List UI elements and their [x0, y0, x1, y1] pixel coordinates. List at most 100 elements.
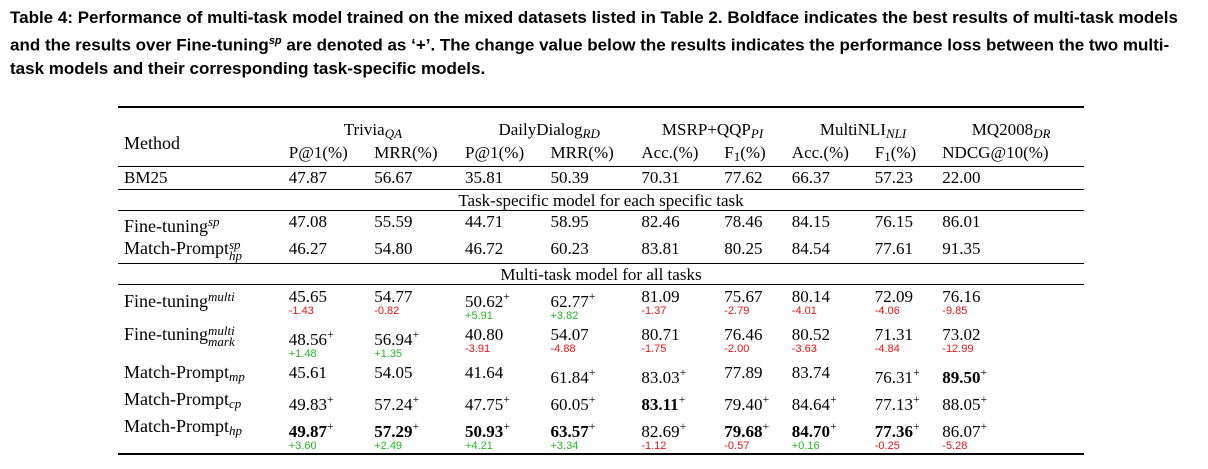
cell-value: 81.09: [641, 287, 680, 306]
table-cell: 54.77 -0.82: [370, 284, 462, 323]
table-cell: 58.95: [546, 210, 638, 238]
table-cell: 80.71 -1.75: [637, 323, 720, 361]
method-header: Method: [118, 106, 285, 167]
table-cell: 66.37: [787, 166, 871, 190]
table-cell: 84.15: [787, 210, 871, 238]
plus-mark: +: [980, 419, 988, 433]
header-row-groups: Method TriviaQA DailyDialogRD MSRP+QQPPI…: [118, 106, 1084, 167]
table-cell: 91.35: [942, 239, 981, 258]
cell-value: 48.56: [288, 330, 327, 349]
table-cell: 50.62+ +5.91: [461, 284, 547, 323]
delta-value: -4.06: [874, 305, 900, 317]
table-row: Fine-tuningsp 47.08 55.59 44.71 58.95 82.46 78…: [118, 210, 1084, 238]
table-cell: 57.23: [870, 166, 939, 190]
specific-rows: Fine-tuningsp 47.08 55.59 44.71 58.95 82.46 78…: [118, 210, 1084, 264]
cell-value: 83.74: [791, 363, 831, 382]
table-cell: 77.62: [720, 166, 788, 190]
cell-value: 61.84: [550, 368, 589, 387]
table-cell: 57.24+: [370, 388, 461, 415]
cell-value: 80.14: [791, 287, 831, 306]
group-mq2008: MQ2008DR: [938, 106, 1084, 143]
cell-value: 77.13: [874, 395, 913, 414]
delta-value: -5.28: [942, 440, 968, 452]
table-cell: 57.29+ +2.49: [370, 415, 462, 455]
plus-mark: +: [503, 392, 511, 406]
delta-value: -1.75: [641, 343, 667, 355]
method-name: Fine-tuning: [124, 324, 208, 344]
delta-value: -4.88: [550, 343, 576, 355]
delta-value: +0.16: [791, 440, 820, 452]
cell-value: 54.05: [374, 363, 413, 382]
table-cell: 84.64+: [788, 388, 871, 415]
table-cell: 76.46 -2.00: [720, 323, 788, 361]
table-cell: 86.07+ -5.28: [938, 415, 1084, 455]
delta-value: -9.85: [942, 305, 968, 317]
cell-value: 72.09: [874, 287, 913, 306]
delta-value: -1.12: [641, 440, 667, 452]
cell-value: 80.52: [791, 325, 831, 344]
plus-mark: +: [762, 419, 770, 433]
delta-value: -2.00: [724, 343, 750, 355]
method-name: Fine-tuning: [124, 216, 208, 236]
plus-mark: +: [588, 365, 596, 379]
table-cell: 61.84+: [547, 361, 638, 388]
cell-value: 83.03: [641, 368, 680, 387]
table-cell: 44.71: [461, 210, 547, 238]
cell-value: 89.50: [942, 368, 981, 387]
delta-value: -2.79: [724, 305, 750, 317]
table-cell: 49.83+: [285, 388, 370, 415]
table-cell: 76.15: [870, 210, 939, 238]
cell-value: 79.68: [724, 422, 763, 441]
table-cell: 80.25: [724, 239, 763, 258]
group-triviaqa: TriviaQA: [284, 106, 462, 143]
cell-value: 77.89: [724, 363, 763, 382]
delta-value: +2.49: [374, 440, 403, 452]
caption-part2: are denoted as ‘+’. The change value bel…: [10, 35, 1170, 78]
cell-value: 83.11: [641, 395, 679, 414]
table-cell: 35.81: [461, 166, 547, 190]
cell-value: 84.64: [791, 395, 831, 414]
table-cell: 80.14 -4.01: [787, 284, 871, 323]
delta-value: -0.57: [724, 440, 750, 452]
cell-value: 73.02: [942, 325, 981, 344]
plus-mark: +: [679, 365, 687, 379]
cell-value: 45.65: [288, 287, 327, 306]
cell-value: 49.83: [288, 395, 327, 414]
row-label: Fine-tuningmulti mark: [118, 323, 285, 361]
metric-header: P@1(%): [288, 143, 348, 162]
cell-value: 80.71: [641, 325, 680, 344]
table-cell: 46.27: [288, 239, 327, 258]
cell-value: 60.05: [550, 395, 589, 414]
cell-value: 57.29: [374, 422, 413, 441]
cell-value: 79.40: [724, 395, 763, 414]
table-cell: 60.23: [550, 239, 589, 258]
table-cell: 78.46: [720, 210, 788, 238]
row-label: Match-Prompthp: [118, 415, 285, 455]
group-msrp-qqp: MSRP+QQPPI: [637, 106, 788, 143]
table-cell: 45.65 -1.43: [284, 284, 371, 323]
plus-mark: +: [980, 365, 988, 379]
table-cell: 83.74: [788, 361, 871, 388]
section-title: Task-specific model for each specific ta…: [118, 189, 1084, 211]
table-cell: 63.57+ +3.34: [546, 415, 638, 455]
table-cell: 84.54: [791, 239, 831, 258]
plus-mark: +: [588, 392, 596, 406]
method-name: Match-Prompt: [124, 362, 229, 382]
table-cell: 77.36+ -0.25: [870, 415, 939, 455]
table-row-bm25: BM25 47.87 56.67 35.81 50.39 70.31 77.62…: [118, 166, 1084, 190]
metric-header: MRR(%): [550, 143, 614, 162]
table-cell: 84.70+ +0.16: [787, 415, 871, 455]
delta-value: -1.37: [641, 305, 667, 317]
table-cell: 83.11+: [637, 388, 720, 415]
table-cell: 77.13+: [871, 388, 939, 415]
method-sup: multi: [208, 289, 235, 304]
table-cell: 77.89: [720, 361, 788, 388]
row-label: Match-Promptmp: [118, 361, 285, 388]
metric-header: F1(%): [874, 143, 917, 164]
plus-mark: +: [412, 419, 420, 433]
table-cell: 56.94+ +1.35: [370, 323, 461, 361]
table-row: Match-Promptsp hp 46.27 54.80 46.72 60.23 83.8…: [118, 238, 1084, 264]
row-label: BM25: [118, 166, 285, 190]
plus-mark: +: [678, 392, 686, 406]
metric-header: MRR(%): [374, 143, 438, 162]
